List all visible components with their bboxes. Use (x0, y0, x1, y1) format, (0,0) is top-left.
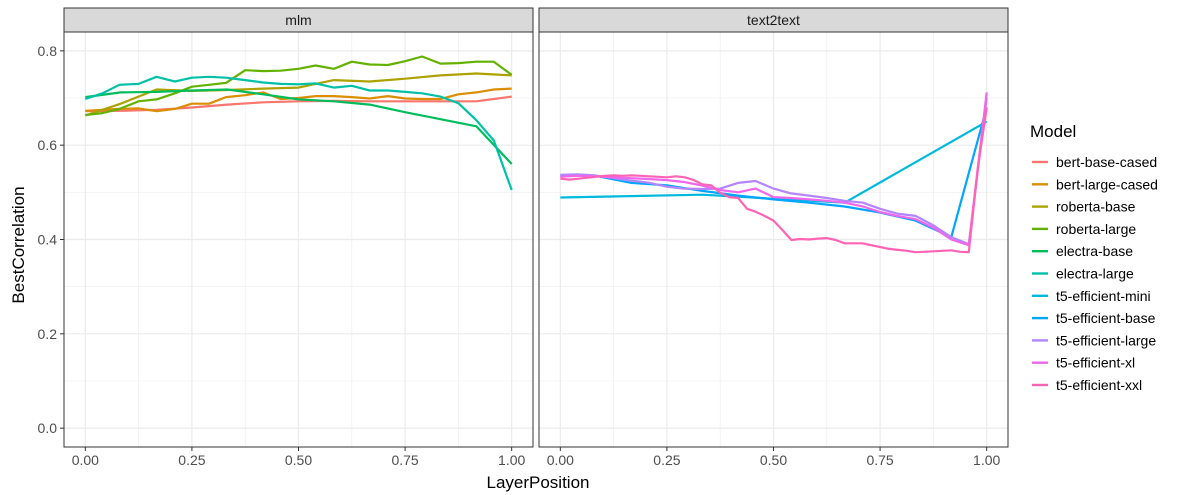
legend-item-roberta-large: roberta-large (1032, 221, 1136, 237)
legend-item-t5-efficient-xl: t5-efficient-xl (1032, 355, 1135, 371)
legend-label-roberta-base: roberta-base (1056, 199, 1136, 215)
y-axis-title: BestCorrelation (9, 186, 28, 303)
x-tick-label: 0.50 (760, 452, 787, 468)
series-line-bert-base-cased (85, 95, 512, 113)
legend-label-t5-efficient-base: t5-efficient-base (1056, 310, 1156, 326)
legend-label-electra-large: electra-large (1056, 266, 1134, 282)
legend-item-bert-base-cased: bert-base-cased (1032, 154, 1157, 170)
legend-item-t5-efficient-large: t5-efficient-large (1032, 332, 1156, 348)
y-tick-label: 0.0 (38, 420, 58, 436)
legend-item-t5-efficient-mini: t5-efficient-mini (1032, 288, 1151, 304)
legend-label-roberta-large: roberta-large (1056, 221, 1136, 237)
legend-label-t5-efficient-large: t5-efficient-large (1056, 332, 1156, 348)
y-tick-label: 0.4 (38, 232, 58, 248)
series-line-electra-large (84, 75, 513, 191)
legend-item-bert-large-cased: bert-large-cased (1032, 176, 1158, 192)
x-tick-label: 0.75 (391, 452, 418, 468)
x-axis-title: LayerPosition (486, 473, 589, 492)
legend-item-t5-efficient-xxl: t5-efficient-xxl (1032, 377, 1142, 393)
panel-text2text: text2text 0.00 0.25 0.50 0.75 1.00 (538, 7, 1009, 468)
legend-title: Model (1030, 122, 1076, 141)
y-tick-label: 0.2 (38, 326, 58, 342)
x-tick-label: 0.00 (547, 452, 574, 468)
legend-label-electra-base: electra-base (1056, 243, 1133, 259)
x-tick-label: 0.50 (285, 452, 312, 468)
strip-label-text2text: text2text (747, 12, 800, 28)
legend-items: bert-base-cased bert-large-cased roberta-b… (1032, 154, 1158, 393)
x-tick-label: 1.00 (498, 452, 525, 468)
legend-label-t5-efficient-xl: t5-efficient-xl (1056, 355, 1135, 371)
y-tick-label: 0.8 (38, 43, 58, 59)
legend-item-electra-large: electra-large (1032, 266, 1134, 282)
y-tick-label: 0.6 (38, 137, 58, 153)
x-tick-label: 1.00 (973, 452, 1000, 468)
x-tick-label: 0.75 (866, 452, 893, 468)
legend-label-t5-efficient-xxl: t5-efficient-xxl (1056, 377, 1142, 393)
legend-label-t5-efficient-mini: t5-efficient-mini (1056, 288, 1151, 304)
x-tick-label: 0.25 (653, 452, 680, 468)
legend-item-t5-efficient-base: t5-efficient-base (1032, 310, 1156, 326)
legend: Model bert-base-cased bert-large-cased rob… (1030, 122, 1158, 393)
series-line-t5-efficient-xxl (560, 107, 988, 254)
series-line-electra-base (85, 88, 513, 165)
series-line-t5-efficient-large (560, 97, 988, 246)
legend-label-bert-base-cased: bert-base-cased (1056, 154, 1157, 170)
strip-mlm (63, 7, 534, 33)
legend-item-roberta-base: roberta-base (1032, 199, 1136, 215)
series-line-t5-efficient-xl (560, 92, 988, 247)
strip-label-mlm: mlm (285, 12, 311, 28)
panel-mlm: mlm 0.00 0.25 0.50 0.75 1.00 0.0 0.2 0.4 0.6 0.8 (38, 7, 534, 468)
series-line-t5-efficient-base (560, 107, 988, 239)
x-tick-label: 0.00 (72, 452, 99, 468)
panels-layer: mlm 0.00 0.25 0.50 0.75 1.00 0.0 0.2 0.4 0.6 0.8 te… (38, 7, 1009, 468)
legend-item-electra-base: electra-base (1032, 243, 1133, 259)
series-line-roberta-base (84, 72, 512, 117)
series-line-bert-large-cased (85, 87, 512, 113)
x-tick-label: 0.25 (178, 452, 205, 468)
series-line-roberta-large (85, 55, 513, 117)
legend-label-bert-large-cased: bert-large-cased (1056, 176, 1158, 192)
